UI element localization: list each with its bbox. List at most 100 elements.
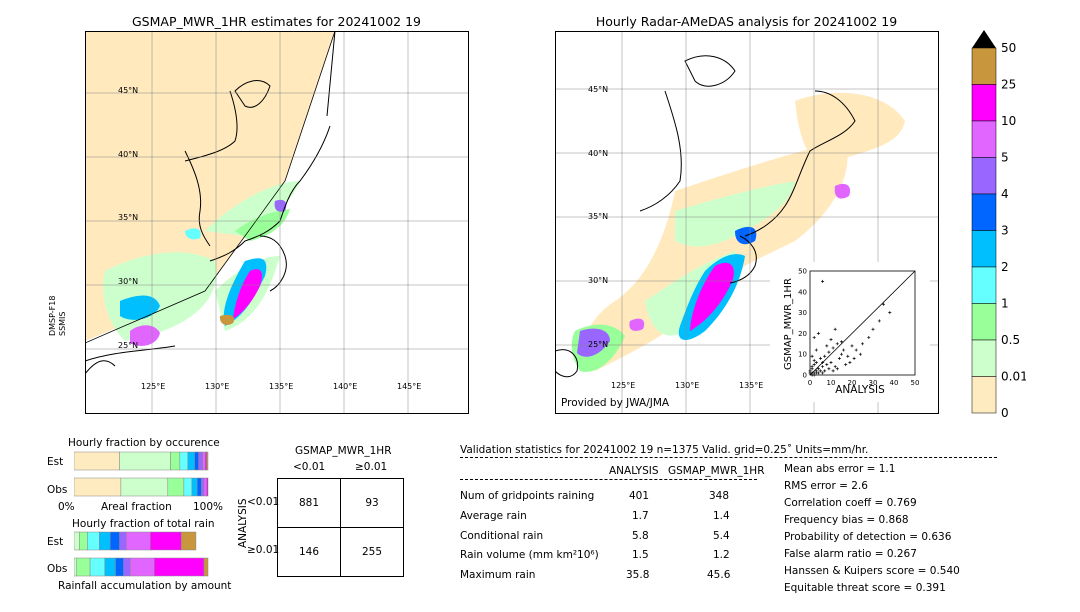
scatter-ytick: 10 [798,351,807,359]
contingency-c: 146 [277,527,341,577]
score: RMS error = 2.6 [784,480,868,492]
left-lon-125: 125°E [141,382,166,391]
scatter-xtick: 20 [848,379,857,387]
contingency-col-ge: ≥0.01 [355,461,388,473]
scatter-point [821,365,825,369]
scatter-point [842,348,846,352]
scatter-point [850,344,854,348]
scatter-point [819,356,822,360]
colorbar-label: 0.01 [1001,370,1026,384]
row-gsmap: 1.4 [713,510,730,522]
scatter-ytick: 30 [798,309,807,317]
occurrence-bars [74,451,209,497]
stacked-bar-segment [119,531,127,551]
colorbar-segment [971,230,997,268]
colorbar-segment [971,266,997,304]
scatter-point [821,371,825,375]
score: Equitable threat score = 0.391 [784,582,946,594]
colorbar-segment [971,303,997,341]
occurrence-obs-label: Obs [47,484,68,496]
left-rain-patches [103,181,300,346]
left-lon-145: 145°E [397,382,422,391]
row-label: Average rain [460,510,527,522]
stacked-bar-segment [109,531,120,551]
stacked-bar-segment [203,477,207,497]
scatter-frame [809,270,916,376]
stacked-bar-segment [74,557,77,577]
left-lat-30: 30°N [118,277,139,286]
stacked-bar-segment [87,531,100,551]
validation-divider [460,457,997,458]
scatter-point [823,369,827,373]
row-gsmap: 348 [709,490,730,502]
left-lat-35: 35°N [118,213,139,222]
validation-header: Validation statistics for 20241002 19 n=… [460,444,869,456]
stacked-bar-segment [179,451,189,471]
scatter-point [867,336,871,340]
left-lat-25: 25°N [118,341,139,350]
total-rain-obs-label: Obs [47,563,68,575]
scatter-point [825,344,829,348]
validation-col-analysis: ANALYSIS [609,465,659,477]
scatter-xtick: 0 [808,379,812,387]
scatter-point [871,327,875,331]
contingency-table: 881 93 146 255 [277,478,404,577]
scatter-xtick: 30 [869,379,878,387]
left-map-title: GSMAP_MWR_1HR estimates for 20241002 19 [132,14,421,29]
scatter-point [812,363,816,367]
stacked-bar-segment [104,557,116,577]
stacked-bar-segment [126,531,151,551]
row-analysis: 35.8 [626,569,650,581]
total-rain-bars [74,531,209,577]
stacked-bar-segment [180,531,197,551]
scatter-ticks: 0 10 20 30 40 50 0 10 20 30 40 50 [798,268,919,388]
stacked-bar-segment [115,557,124,577]
colorbar-label: 0 [1001,406,1009,418]
stacked-bar-segment [206,451,209,471]
scatter-point [846,354,850,358]
scatter-xtick: 40 [890,379,899,387]
colorbar-label: 25 [1001,78,1016,92]
row-analysis: 5.8 [632,530,649,542]
colorbar-segment [971,193,997,231]
occurrence-est-label: Est [47,456,64,468]
stacked-bar-segment [89,557,106,577]
left-lon-135: 135°E [269,382,294,391]
colorbar-segment [971,120,997,158]
occurrence-title: Hourly fraction by occurence [68,437,220,449]
colorbar-label: 1 [1001,297,1009,311]
left-lon-140: 140°E [333,382,358,391]
scatter-point [837,356,841,360]
occurrence-xtick-100: 100% [193,501,224,513]
scatter-points [808,279,892,377]
left-lon-130: 130°E [205,382,230,391]
scatter-inset: 0 10 20 30 40 50 0 10 20 30 40 50 [770,262,930,402]
stacked-bar-segment [198,451,203,471]
colorbar-segment [971,376,997,414]
right-rain-patches [571,92,905,372]
right-lat-45: 45°N [588,85,609,94]
scatter-ytick: 20 [798,330,807,338]
colorbar-segment [971,47,997,85]
left-lat-45: 45°N [118,86,139,95]
stacked-bar-segment [99,531,111,551]
right-lon-125: 125°E [611,381,636,390]
scatter-point [823,354,827,358]
contingency-a: 881 [277,478,341,528]
stacked-bar-segment [154,557,205,577]
data-credit: Provided by JWA/JMA [561,397,670,409]
colorbar-label: 2 [1001,260,1009,274]
row-label: Rain volume (mm km²10⁶) [460,549,599,561]
stacked-bar-segment [187,451,195,471]
scatter-ytick: 40 [798,288,807,296]
stacked-bar-segment [194,451,199,471]
colorbar-label: 0.5 [1001,333,1020,347]
scatter-point [814,348,818,352]
contingency-b: 93 [340,478,404,528]
scatter-point [840,352,843,356]
stacked-bar-segment [167,477,185,497]
scatter-point [816,331,820,335]
scatter-ytick: 50 [798,268,807,276]
score: Mean abs error = 1.1 [784,463,896,475]
scatter-ytick: 0 [803,372,807,380]
